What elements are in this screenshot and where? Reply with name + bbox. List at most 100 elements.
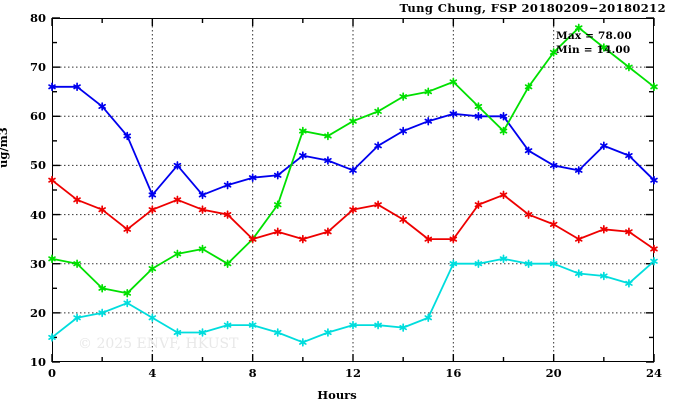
series-blue-marker [499,112,508,121]
series-blue-marker [148,190,157,200]
series-blue [48,82,658,200]
series-green-marker [374,107,382,116]
series-blue-marker [574,166,583,175]
series-red-marker [650,244,658,254]
series-blue-marker [449,109,458,119]
series-blue-marker [48,82,56,92]
min-annotation: Min = 14.00 [556,44,631,56]
series-blue-marker [474,112,483,121]
series-cyan-marker [549,259,558,268]
x-tick-label: 8 [248,366,257,380]
max-annotation: Max = 78.00 [556,30,632,42]
series-green-marker [223,259,232,268]
series-cyan-marker [449,259,458,268]
series-red-marker [449,234,458,244]
series-green-marker [574,23,583,33]
x-tick-label: 16 [445,366,462,380]
series-cyan-marker [73,313,81,323]
series-red-marker [73,195,81,205]
series-green-marker [600,43,608,52]
series-blue-marker [625,151,633,160]
series-green-marker [349,116,357,126]
series-red-marker [98,205,106,214]
series-cyan-marker [650,257,658,266]
series-cyan-marker [399,323,407,332]
series-green-marker [424,87,433,96]
series-green-marker [48,254,56,264]
series-cyan-marker [98,308,106,318]
series-cyan-marker [48,333,56,342]
series-red [48,175,658,254]
series-blue-marker [248,173,257,182]
series-red-marker [223,210,232,219]
series-cyan-marker [625,279,633,288]
series-cyan-marker [499,254,508,264]
series-blue-marker [223,180,232,190]
series-red-marker [324,227,332,237]
series-blue-marker [549,161,558,170]
series-cyan [48,254,658,347]
y-tick-label: 30 [29,256,46,271]
series-red-marker [474,200,483,209]
series-green-marker [273,200,282,209]
series-red-marker [299,234,307,244]
series-blue-marker [273,171,282,180]
series-cyan-marker [374,320,382,330]
y-tick-label: 60 [29,109,46,124]
series-blue-marker [399,126,407,136]
x-tick-label: 24 [645,366,662,380]
series-green-marker [123,288,132,298]
y-tick-label: 10 [29,355,46,369]
series-red-marker [349,205,357,214]
series-green-marker [499,126,508,136]
series-green-marker [299,126,307,136]
series-red-marker [198,205,207,214]
series-cyan-marker [198,328,207,337]
series-blue-marker [123,131,132,141]
series-cyan-marker [248,320,257,330]
series-red-marker [499,190,508,200]
series-green-marker [324,131,332,141]
watermark: © 2025 ENVF, HKUST [78,336,239,352]
series-cyan-marker [424,313,433,323]
series-blue-marker [198,190,207,200]
grid-lines [52,18,654,362]
series-green-marker [549,48,558,57]
series-green-marker [650,82,658,92]
series-red-marker [173,195,182,205]
series-cyan-marker [600,271,608,281]
y-tick-label: 80 [29,11,46,25]
x-tick-label: 20 [545,366,562,380]
x-tick-label: 12 [344,366,361,380]
series-cyan-marker [524,259,533,268]
series-cyan-marker [324,328,332,337]
series-green-marker [474,102,483,111]
series-blue-marker [173,161,182,170]
series-red-marker [248,234,257,244]
series-red-marker [524,210,533,219]
series-blue-marker [374,141,382,151]
y-tick-label: 20 [29,305,46,320]
series-blue-marker [600,141,608,151]
series-green-marker [148,264,157,273]
series-cyan-marker [349,320,357,330]
series-cyan-marker [273,328,282,337]
series-red-marker [374,200,382,209]
series-blue-marker [299,151,307,160]
series-green-marker [73,259,81,268]
series-blue-marker [650,175,658,185]
series-red-marker [48,175,56,185]
series-cyan-marker [474,259,483,268]
series-cyan-marker [574,269,583,278]
x-axis-label: Hours [317,388,357,402]
series-blue-marker [424,116,433,126]
series-cyan-marker [299,338,307,347]
series-red-marker [549,220,558,229]
series-green [48,23,658,298]
series-red-marker [123,225,132,234]
y-tick-label: 40 [29,207,46,222]
series-green-marker [98,284,106,293]
series-blue-marker [349,166,357,175]
series-cyan-marker [148,313,157,323]
